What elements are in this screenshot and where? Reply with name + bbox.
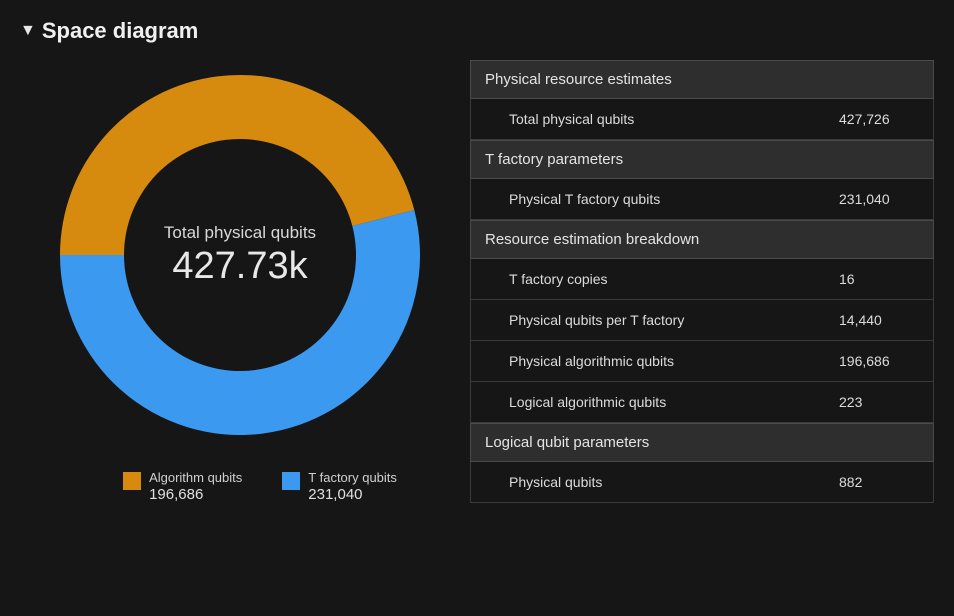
legend-label: T factory qubits (308, 470, 397, 486)
donut-center: Total physical qubits 427.73k (55, 70, 425, 440)
table-row[interactable]: Physical qubits per T factory 14,440 (470, 300, 934, 341)
space-diagram-panel: ▼ Space diagram Total physical qubits 42… (0, 0, 954, 504)
row-value: 223 (839, 394, 919, 410)
legend-swatch (282, 472, 300, 490)
row-label: Physical qubits (509, 474, 602, 490)
table-row[interactable]: Physical algorithmic qubits 196,686 (470, 341, 934, 382)
table-row[interactable]: Logical algorithmic qubits 223 (470, 382, 934, 423)
row-value: 882 (839, 474, 919, 490)
row-label: Physical algorithmic qubits (509, 353, 674, 369)
collapse-icon[interactable]: ▼ (20, 22, 36, 40)
legend-swatch (123, 472, 141, 490)
row-value: 16 (839, 271, 919, 287)
table-row[interactable]: Physical T factory qubits 231,040 (470, 179, 934, 220)
row-value: 196,686 (839, 353, 919, 369)
chart-legend: Algorithm qubits196,686 T factory qubits2… (123, 470, 397, 504)
donut-center-label: Total physical qubits (164, 223, 316, 243)
chart-column: Total physical qubits 427.73k Algorithm … (20, 60, 460, 504)
legend-item[interactable]: Algorithm qubits196,686 (123, 470, 242, 504)
legend-value: 196,686 (149, 486, 242, 504)
legend-label: Algorithm qubits (149, 470, 242, 486)
donut-chart: Total physical qubits 427.73k (55, 70, 425, 440)
row-label: Total physical qubits (509, 111, 634, 127)
section-header[interactable]: T factory parameters (470, 140, 934, 179)
section-header[interactable]: Physical resource estimates (470, 60, 934, 99)
row-label: T factory copies (509, 271, 608, 287)
row-value: 427,726 (839, 111, 919, 127)
row-value: 231,040 (839, 191, 919, 207)
row-value: 14,440 (839, 312, 919, 328)
legend-item[interactable]: T factory qubits231,040 (282, 470, 397, 504)
panel-title: Space diagram (42, 18, 199, 44)
row-label: Physical T factory qubits (509, 191, 660, 207)
row-label: Logical algorithmic qubits (509, 394, 666, 410)
panel-content: Total physical qubits 427.73k Algorithm … (20, 60, 934, 504)
table-row[interactable]: T factory copies 16 (470, 259, 934, 300)
table-row[interactable]: Total physical qubits 427,726 (470, 99, 934, 140)
panel-header[interactable]: ▼ Space diagram (20, 18, 934, 44)
legend-value: 231,040 (308, 486, 397, 504)
table-row[interactable]: Physical qubits 882 (470, 462, 934, 503)
donut-center-value: 427.73k (172, 245, 307, 288)
stats-table: Physical resource estimatesTotal physica… (470, 60, 934, 504)
section-header[interactable]: Logical qubit parameters (470, 423, 934, 462)
section-header[interactable]: Resource estimation breakdown (470, 220, 934, 259)
row-label: Physical qubits per T factory (509, 312, 684, 328)
